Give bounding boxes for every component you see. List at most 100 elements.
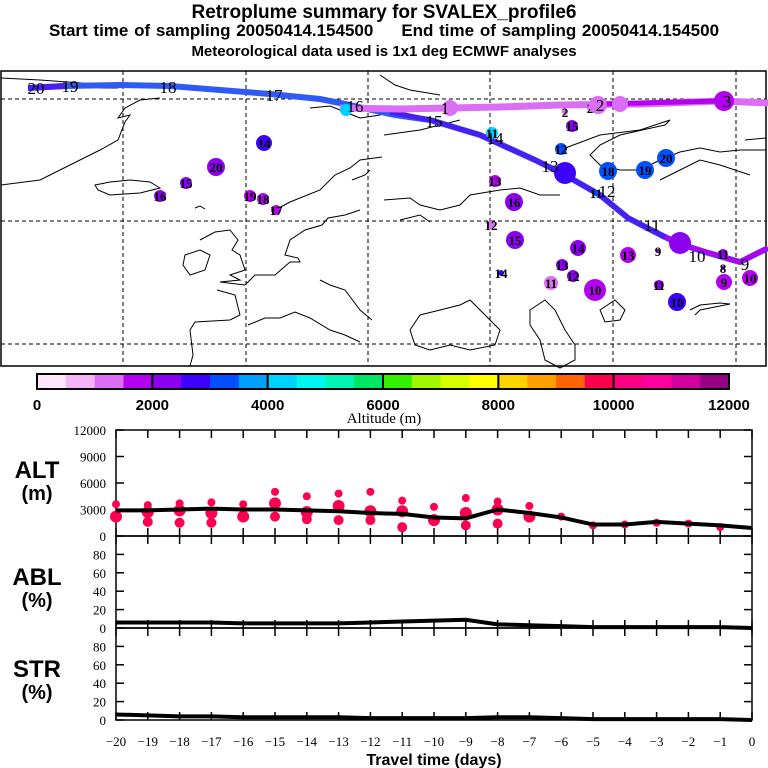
- cluster-dot: [716, 274, 732, 290]
- cluster-day-label: 14: [495, 266, 509, 281]
- cluster-point: [397, 522, 408, 533]
- y-tick-label: 60: [93, 566, 106, 581]
- map-cluster-marker: 8: [720, 261, 727, 276]
- cluster-dot: [498, 270, 504, 276]
- x-tick-label: −13: [328, 734, 348, 749]
- map-frame: [0, 70, 767, 367]
- colorbar-segment: [498, 374, 528, 389]
- y-tick-label: 0: [100, 713, 107, 728]
- upper-trajectory-label: 1: [441, 99, 450, 118]
- trajectory-day-label: 13: [542, 157, 559, 176]
- cluster-dot: [656, 249, 660, 253]
- cluster-point: [110, 510, 122, 523]
- map-cluster-marker: 13: [620, 247, 636, 263]
- cluster-day-label: 9: [655, 244, 662, 259]
- colorbar-segment: [238, 374, 269, 389]
- cluster-day-label: 11: [545, 276, 557, 291]
- map-cluster-marker: 11: [717, 247, 729, 262]
- map-cluster-marker: 13: [489, 174, 503, 189]
- map-cluster-marker: 18: [599, 162, 617, 180]
- y-tick-label: 80: [93, 547, 106, 562]
- alt-label: ALT: [15, 457, 60, 484]
- trajectory-day-label: 15: [426, 112, 443, 131]
- cluster-day-label: 14: [572, 241, 586, 256]
- chart-title: Retroplume summary for SVALEX_profile6: [191, 2, 577, 23]
- colorbar-segment: [152, 374, 182, 389]
- cluster-point: [270, 511, 280, 522]
- y-tick-label: 0: [100, 621, 107, 636]
- map-cluster-marker: 10: [668, 293, 686, 311]
- cluster-point: [366, 487, 375, 496]
- trajectory-day-label: 12: [599, 182, 616, 201]
- trajectory-day-label: 19: [62, 77, 79, 96]
- trajectory-bubble: [340, 104, 352, 116]
- x-tick-label: −7: [522, 734, 536, 749]
- cluster-dot: [207, 158, 225, 176]
- cluster-dot: [154, 190, 166, 202]
- cluster-dot: [244, 190, 256, 202]
- cluster-point: [492, 518, 503, 529]
- cluster-dot: [180, 177, 192, 189]
- colorbar-segment: [671, 374, 701, 389]
- colorbar-tick-label: 2000: [136, 397, 169, 414]
- cluster-day-label: 12: [485, 218, 498, 233]
- x-tick-label: −14: [297, 734, 318, 749]
- cluster-dot: [721, 266, 725, 270]
- colorbar-segment: [296, 374, 326, 389]
- colorbar-segment: [37, 374, 67, 389]
- x-axis: −20 −19 −18 −17 −16 −15 −14 −13 −12 −11 −10 −9 −8 −7−…: [106, 734, 755, 768]
- cluster-day-label: 15: [566, 119, 580, 134]
- colorbar-label: Altitude (m): [347, 411, 422, 427]
- cluster-point: [430, 502, 438, 511]
- x-tick-label: −19: [138, 734, 158, 749]
- y-tick-label: 3000: [80, 503, 106, 518]
- cluster-dot: [567, 270, 579, 282]
- y-tick-label: 9000: [80, 450, 106, 465]
- cluster-day-label: 10: [671, 295, 684, 310]
- cluster-day-label: 10: [744, 271, 757, 286]
- colorbar-segment: [210, 374, 240, 389]
- altitude-colorbar: 0 2000 4000 6000 8000 10000 12000: [33, 373, 750, 414]
- map-cluster-marker: 9: [716, 274, 732, 290]
- end-time-label: End time of sampling 20050414.154500: [401, 21, 720, 40]
- cluster-day-label: 20: [210, 160, 223, 175]
- cluster-dot: [620, 247, 636, 263]
- map-cluster-marker: 12: [567, 269, 580, 284]
- upper-trajectory-bubble: [589, 96, 607, 114]
- trajectory-day-label: 17: [266, 86, 284, 105]
- cluster-dot: [566, 120, 578, 132]
- trajectory-day-label: 10: [689, 247, 706, 266]
- x-axis-label: Travel time (days): [366, 752, 501, 768]
- abl-label: ABL: [12, 564, 61, 591]
- trajectory-day-label: 20: [28, 79, 45, 98]
- map-cluster-marker: 11: [653, 278, 665, 293]
- y-tick-label: 40: [93, 584, 106, 599]
- cluster-day-label: 12: [555, 142, 568, 157]
- y-tick-label: 20: [93, 695, 106, 710]
- cluster-dot: [257, 193, 269, 205]
- colorbar-segment: [354, 374, 384, 389]
- cluster-day-label: 12: [567, 269, 580, 284]
- map-cluster-marker: 10: [742, 270, 758, 286]
- map-cluster-marker: 11: [486, 126, 498, 141]
- upper-trajectory-label: 2: [596, 96, 605, 115]
- cluster-dot: [636, 161, 654, 179]
- colorbar-tick-label: 6000: [366, 397, 399, 414]
- y-tick-label: 0: [100, 529, 107, 544]
- cluster-day-label: 16: [154, 189, 168, 204]
- cluster-day-label: 18: [257, 192, 271, 207]
- cluster-day-label: 14: [258, 136, 272, 151]
- map-cluster-marker: 12: [555, 142, 568, 157]
- cluster-point: [271, 487, 279, 496]
- colorbar-segment: [469, 374, 499, 389]
- x-tick-label: −18: [169, 734, 189, 749]
- cluster-day-label: 8: [720, 261, 727, 276]
- abl-frame: [115, 535, 753, 629]
- cluster-point: [112, 500, 120, 509]
- cluster-point: [302, 492, 311, 501]
- trajectory-day-label: 9: [741, 255, 750, 274]
- x-tick-label: −16: [233, 734, 254, 749]
- cluster-dot: [718, 249, 728, 259]
- str-frame: [115, 627, 753, 721]
